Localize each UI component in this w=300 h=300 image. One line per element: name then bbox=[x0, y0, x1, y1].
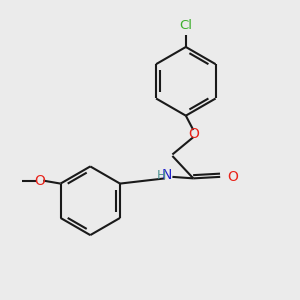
Text: O: O bbox=[34, 174, 45, 188]
Text: O: O bbox=[188, 127, 199, 141]
Text: H: H bbox=[157, 169, 166, 182]
Text: N: N bbox=[161, 168, 172, 182]
Text: O: O bbox=[228, 170, 238, 184]
Text: Cl: Cl bbox=[179, 19, 192, 32]
